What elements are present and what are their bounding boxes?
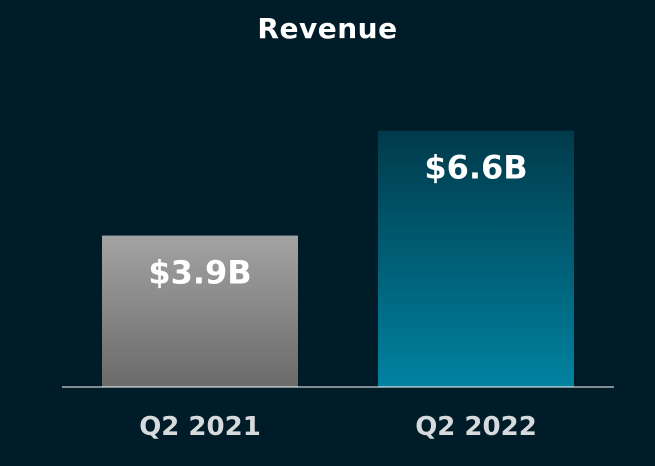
x-tick-label-q2-2022: Q2 2022	[415, 412, 537, 442]
bar-q2-2021	[102, 235, 298, 387]
chart-title: Revenue	[257, 12, 398, 45]
x-tick-label-q2-2021: Q2 2021	[139, 412, 261, 442]
data-label-q2-2021: $3.9B	[148, 254, 251, 292]
bar-q2-2022	[378, 130, 574, 387]
data-label-q2-2022: $6.6B	[424, 149, 527, 187]
